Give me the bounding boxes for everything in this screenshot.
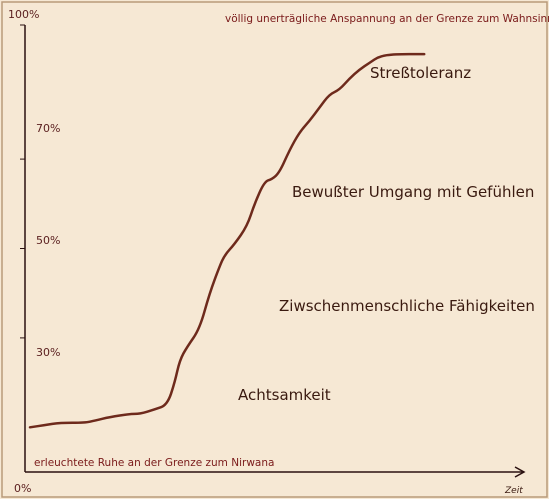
y-tick-label-70: 70%	[36, 122, 60, 135]
series-line	[28, 52, 426, 429]
zone-label-stresstoleranz: Streßtoleranz	[370, 64, 471, 82]
y-tick-label-100: 100%	[8, 8, 39, 21]
x-axis-arrow	[514, 466, 526, 478]
top-note: völlig unerträgliche Anspannung an der G…	[225, 13, 549, 25]
y-tick-label-30: 30%	[36, 346, 60, 359]
y-tick-label-50: 50%	[36, 234, 60, 247]
y-tick-marks	[20, 24, 25, 339]
bottom-note: erleuchtete Ruhe an der Grenze zum Nirwa…	[34, 457, 274, 469]
zone-label-achtsamkeit: Achtsamkeit	[238, 386, 331, 404]
x-axis-label: Zeit	[504, 486, 523, 496]
zone-label-gefuehle: Bewußter Umgang mit Gefühlen	[292, 183, 534, 201]
y-tick-label-0: 0%	[14, 482, 31, 495]
zone-label-faehigkeiten: Ziwschenmenschliche Fähigkeiten	[279, 297, 535, 315]
